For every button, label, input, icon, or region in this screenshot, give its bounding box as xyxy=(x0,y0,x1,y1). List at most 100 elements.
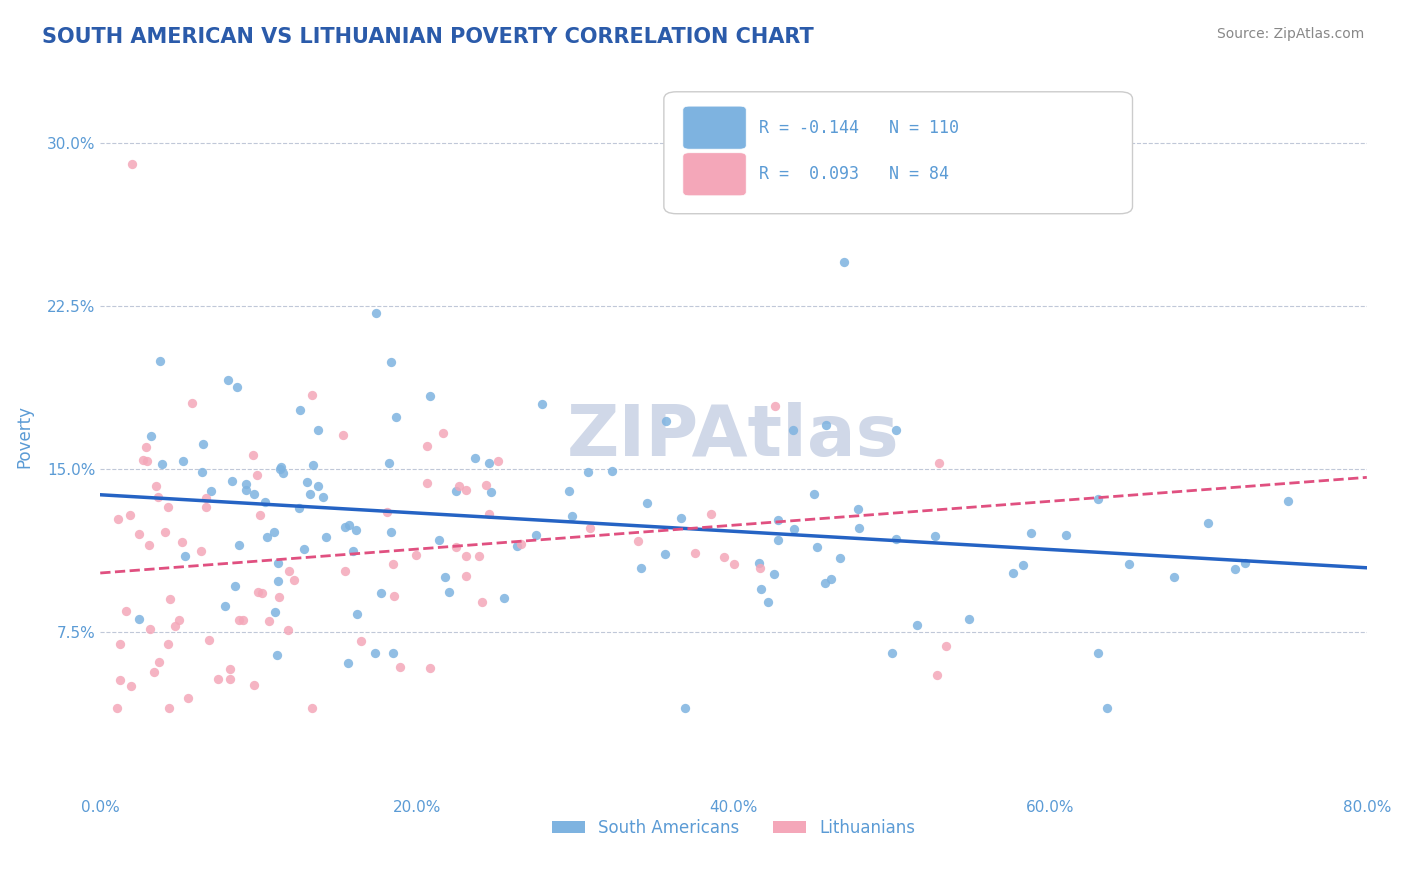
Point xyxy=(191,436,214,450)
Point xyxy=(107,511,129,525)
Point xyxy=(350,633,373,648)
Point xyxy=(669,510,692,524)
Point xyxy=(768,533,790,547)
Point xyxy=(468,549,491,563)
Point xyxy=(1011,558,1033,572)
Point xyxy=(434,570,457,584)
Point xyxy=(673,700,696,714)
Text: SOUTH AMERICAN VS LITHUANIAN POVERTY CORRELATION CHART: SOUTH AMERICAN VS LITHUANIAN POVERTY COR… xyxy=(42,27,814,46)
Point xyxy=(200,484,222,499)
Point xyxy=(307,479,329,493)
Point xyxy=(242,487,264,501)
Point xyxy=(416,439,439,453)
Point xyxy=(267,590,290,604)
Point xyxy=(928,456,950,470)
Point xyxy=(163,618,186,632)
Point xyxy=(332,428,354,442)
Point xyxy=(195,491,218,506)
Point xyxy=(105,700,128,714)
Point xyxy=(884,423,907,437)
Point xyxy=(384,589,406,603)
Point xyxy=(506,539,529,553)
Point xyxy=(558,484,581,499)
Point xyxy=(344,523,367,537)
Point xyxy=(267,574,290,588)
Point xyxy=(252,586,274,600)
Point xyxy=(1118,557,1140,571)
Point xyxy=(157,700,180,714)
Point xyxy=(128,612,150,626)
Point xyxy=(454,483,477,497)
Point xyxy=(249,508,271,523)
FancyBboxPatch shape xyxy=(683,153,747,195)
Point xyxy=(364,646,387,660)
Point xyxy=(146,491,169,505)
Point xyxy=(820,572,842,586)
Point xyxy=(263,524,285,539)
Point xyxy=(181,396,204,410)
Point xyxy=(763,399,786,413)
Point xyxy=(288,402,311,417)
Point xyxy=(509,537,531,551)
Point xyxy=(195,500,218,514)
Point xyxy=(419,389,441,403)
Point xyxy=(214,599,236,613)
Point xyxy=(108,637,131,651)
Point xyxy=(312,490,335,504)
Point xyxy=(299,487,322,501)
Point xyxy=(224,579,246,593)
Point xyxy=(456,568,478,582)
Point xyxy=(464,451,486,466)
Point xyxy=(478,507,501,521)
Point xyxy=(288,501,311,516)
Point xyxy=(1223,561,1246,575)
Point xyxy=(243,678,266,692)
Point xyxy=(654,547,676,561)
Point xyxy=(449,479,471,493)
Point xyxy=(419,661,441,675)
Point xyxy=(235,476,257,491)
Point xyxy=(576,465,599,479)
Point xyxy=(454,549,477,564)
Point xyxy=(128,527,150,541)
Point xyxy=(806,540,828,554)
Point xyxy=(207,672,229,686)
FancyBboxPatch shape xyxy=(683,106,747,149)
Point xyxy=(121,157,143,171)
Point xyxy=(242,449,264,463)
Point xyxy=(524,527,547,541)
Point xyxy=(375,505,398,519)
Point xyxy=(301,387,323,401)
Point xyxy=(486,454,509,468)
Point xyxy=(225,380,247,394)
Point xyxy=(283,573,305,587)
Point xyxy=(814,576,837,591)
Point xyxy=(579,521,602,535)
Text: R =  0.093   N = 84: R = 0.093 N = 84 xyxy=(759,165,949,183)
Point xyxy=(905,618,928,632)
Point xyxy=(167,613,190,627)
Point xyxy=(380,355,402,369)
Point xyxy=(246,468,269,483)
Point xyxy=(655,414,678,428)
Point xyxy=(337,656,360,670)
Point xyxy=(957,612,980,626)
Point xyxy=(295,475,318,489)
Point xyxy=(174,549,197,563)
Point xyxy=(366,306,388,320)
Point xyxy=(627,534,650,549)
Point xyxy=(138,538,160,552)
Point xyxy=(884,532,907,546)
Point xyxy=(315,530,337,544)
Point xyxy=(277,564,299,578)
Point xyxy=(382,557,405,571)
Point xyxy=(370,586,392,600)
Point xyxy=(191,465,214,479)
Point xyxy=(149,354,172,368)
Point xyxy=(478,456,501,470)
Text: Source: ZipAtlas.com: Source: ZipAtlas.com xyxy=(1216,27,1364,41)
Point xyxy=(246,585,269,599)
Y-axis label: Poverty: Poverty xyxy=(15,405,32,467)
Point xyxy=(267,556,290,570)
Point xyxy=(270,460,292,475)
